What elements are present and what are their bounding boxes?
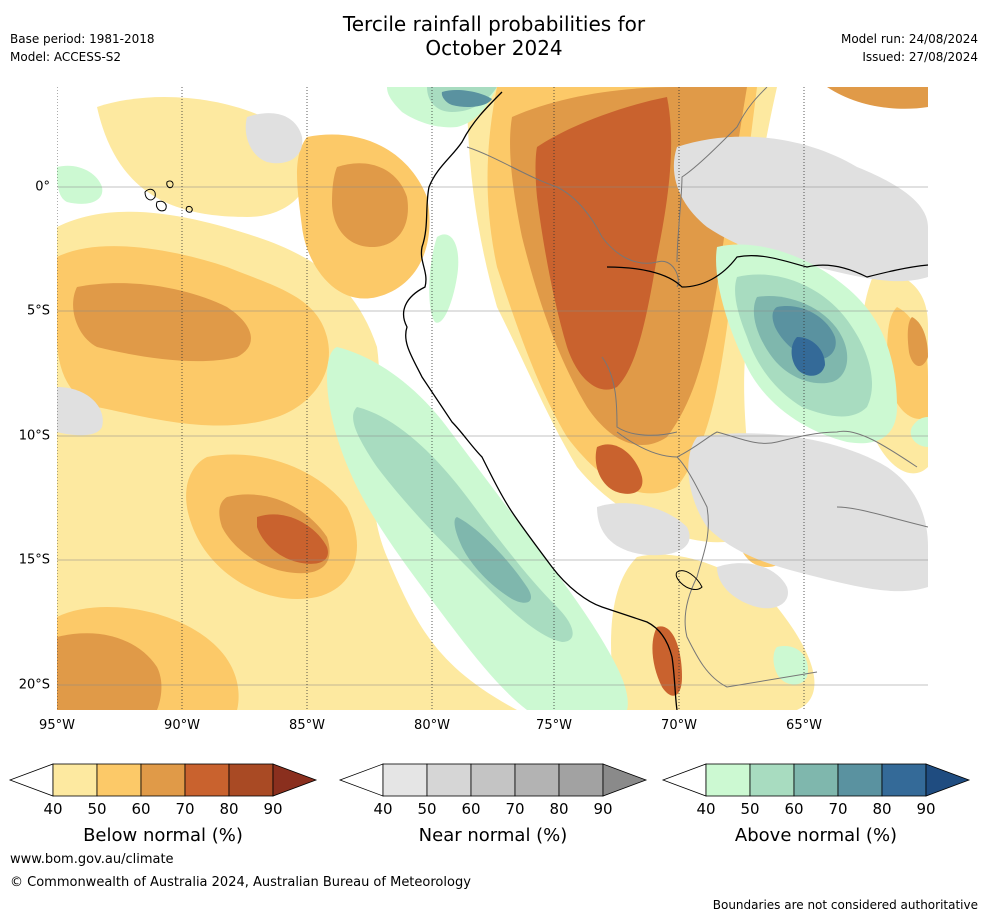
model-name: Model: ACCESS-S2 [10,50,122,64]
galapagos-islands [144,180,193,213]
x-tick-65w: 65°W [786,718,822,733]
model-run: Model run: 24/08/2024 [840,32,978,46]
x-tick-85w: 85°W [289,718,325,733]
title-line-2: October 2024 [425,36,563,60]
colorbar-above [661,763,971,797]
country-borders [466,87,928,688]
above-normal-label: Above normal (%) [734,825,898,846]
boundaries-disclaimer: Boundaries are not considered authoritat… [712,898,978,912]
near-tick-70: 70 [505,800,525,818]
base-period: Base period: 1981-2018 [10,32,155,46]
y-tick-0: 0° [35,179,50,195]
near-tick-90: 90 [593,800,613,818]
x-tick-95w: 95°W [39,718,75,733]
above-tick-60: 60 [784,800,804,818]
colorbar-below [8,763,318,797]
rainfall-probability-map [57,87,928,710]
near-normal-label: Near normal (%) [418,825,568,846]
x-tick-80w: 80°W [414,718,450,733]
below-tick-90: 90 [263,800,283,818]
y-tick-10s: 10°S [18,428,50,444]
below-normal-label: Below normal (%) [83,825,243,846]
field-above [57,87,928,710]
above-tick-80: 80 [872,800,892,818]
above-tick-70: 70 [828,800,848,818]
titicaca-lake [675,570,703,591]
above-tick-40: 40 [696,800,716,818]
above-tick-50: 50 [740,800,760,818]
map-title: Tercile rainfall probabilities for Octob… [0,12,988,60]
below-tick-70: 70 [175,800,195,818]
near-tick-80: 80 [549,800,569,818]
near-tick-40: 40 [373,800,393,818]
copyright-notice: © Commonwealth of Australia 2024, Austra… [10,875,471,890]
near-tick-50: 50 [417,800,437,818]
below-tick-60: 60 [131,800,151,818]
gridlines [57,186,928,686]
website-link[interactable]: www.bom.gov.au/climate [10,852,174,867]
x-tick-70w: 70°W [661,718,697,733]
x-tick-90w: 90°W [164,718,200,733]
below-tick-40: 40 [43,800,63,818]
y-tick-5s: 5°S [26,303,50,319]
above-tick-90: 90 [916,800,936,818]
y-tick-20s: 20°S [18,677,50,693]
colorbar-near [338,763,648,797]
title-line-1: Tercile rainfall probabilities for [342,12,646,36]
meta-right: Model run: 24/08/2024 Issued: 27/08/2024 [841,30,978,66]
amazon-river [606,255,928,288]
below-tick-80: 80 [219,800,239,818]
near-tick-60: 60 [461,800,481,818]
y-tick-15s: 15°S [18,552,50,568]
issued-date: Issued: 27/08/2024 [862,50,978,64]
below-tick-50: 50 [87,800,107,818]
field-near [57,113,928,609]
coastline [402,91,678,710]
x-tick-75w: 75°W [536,718,572,733]
meta-left: Base period: 1981-2018 Model: ACCESS-S2 [10,30,155,66]
meridians [57,87,805,710]
